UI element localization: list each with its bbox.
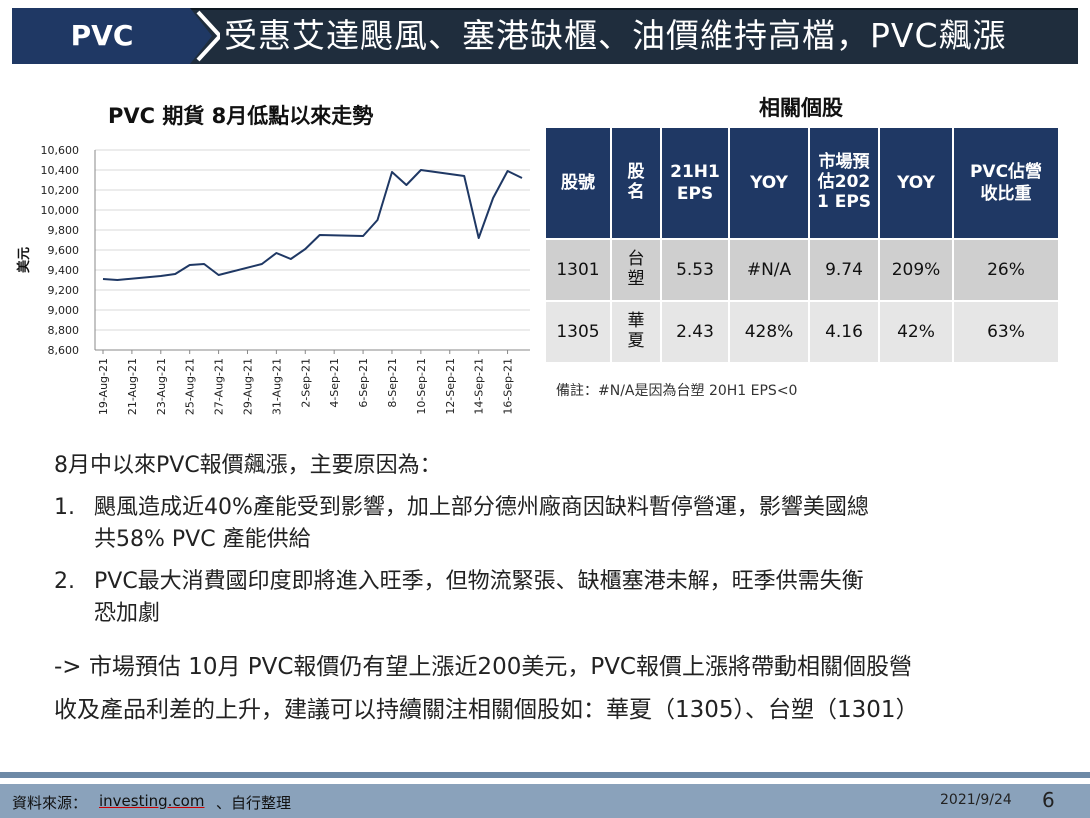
point-2-line-2: 恐加劇 bbox=[94, 601, 161, 626]
cell-yoy-2: 42% bbox=[878, 300, 954, 364]
x-tick-label: 16-Sep-21 bbox=[502, 358, 515, 415]
conclusion-line-1: -> 市場預估 10月 PVC報價仍有望上漲近200美元，PVC報價上漲將帶動相… bbox=[54, 654, 912, 680]
y-tick-label: 10,200 bbox=[41, 184, 80, 197]
cell-stock-code: 1301 bbox=[544, 238, 612, 302]
header-yoy-2: YOY bbox=[878, 126, 954, 240]
topic-tag-arrow-shape bbox=[12, 8, 220, 64]
header-forecast-eps-text: 市場預估2021 EPS bbox=[816, 152, 872, 212]
header-pvc-revenue-share-text: PVC佔營收比重 bbox=[969, 161, 1043, 204]
chart-series bbox=[102, 169, 523, 281]
slide-title: 受惠艾達颶風、塞港缺櫃、油價維持高檔，PVC飆漲 bbox=[224, 16, 1007, 55]
cell-stock-name: 台塑 bbox=[610, 238, 662, 302]
x-tick-label: 25-Aug-21 bbox=[184, 358, 197, 415]
x-tick-label: 2-Sep-21 bbox=[299, 358, 312, 408]
x-tick-label: 14-Sep-21 bbox=[473, 358, 486, 415]
footer-source-link[interactable]: investing.com bbox=[99, 792, 205, 810]
y-axis-label: 美元 bbox=[16, 247, 32, 273]
cell-pvc-revenue-share: 26% bbox=[952, 238, 1060, 302]
x-tick-label: 31-Aug-21 bbox=[270, 358, 283, 415]
topic-tag: PVC bbox=[12, 8, 220, 64]
cell-yoy-2: 209% bbox=[878, 238, 954, 302]
y-tick-label: 9,000 bbox=[48, 304, 80, 317]
y-tick-label: 8,600 bbox=[48, 344, 80, 357]
y-tick-label: 10,600 bbox=[41, 144, 80, 157]
cell-pvc-revenue-share: 63% bbox=[952, 300, 1060, 364]
header-forecast-eps: 市場預估2021 EPS bbox=[808, 126, 880, 240]
x-tick-label: 23-Aug-21 bbox=[155, 358, 168, 415]
cell-stock-name-text: 台塑 bbox=[627, 249, 645, 289]
x-tick-label: 27-Aug-21 bbox=[213, 358, 226, 415]
cell-h1-eps: 2.43 bbox=[660, 300, 730, 364]
chart-title: PVC 期貨 8月低點以來走勢 bbox=[108, 104, 374, 128]
point-1-line-1: 颶風造成近40%產能受到影響，加上部分德州廠商因缺料暫停營運，影響美國總 bbox=[94, 495, 869, 520]
x-tick-label: 6-Sep-21 bbox=[357, 358, 370, 408]
header-stock-name-text: 股名 bbox=[627, 162, 645, 202]
footer-bar bbox=[0, 784, 1090, 818]
footer-divider bbox=[0, 772, 1090, 778]
y-tick-label: 9,600 bbox=[48, 244, 80, 257]
x-tick-label: 10-Sep-21 bbox=[415, 358, 428, 415]
footer-source-rest: 、自行整理 bbox=[216, 794, 292, 812]
page-number: 6 bbox=[1042, 788, 1055, 812]
y-tick-label: 9,800 bbox=[48, 224, 80, 237]
cell-yoy-1: #N/A bbox=[728, 238, 810, 302]
header-stock-code: 股號 bbox=[544, 126, 612, 240]
x-tick-label: 8-Sep-21 bbox=[386, 358, 399, 408]
x-axis-ticks: 19-Aug-21 21-Aug-21 23-Aug-21 25-Aug-21 27-A… bbox=[97, 350, 515, 415]
x-tick-label: 12-Sep-21 bbox=[444, 358, 457, 415]
cell-forecast-eps: 9.74 bbox=[808, 238, 880, 302]
cell-stock-code: 1305 bbox=[544, 300, 612, 364]
header-yoy-1: YOY bbox=[728, 126, 810, 240]
cell-h1-eps: 5.53 bbox=[660, 238, 730, 302]
footer-date: 2021/9/24 bbox=[940, 792, 1012, 808]
conclusion-line-2: 收及產品利差的上升，建議可以持續關注相關個股如：華夏（1305）、台塑（1301… bbox=[54, 697, 919, 723]
y-tick-label: 8,800 bbox=[48, 324, 80, 337]
table-header-row: 股號 股名 21H1 EPS YOY 市場預估2021 EPS YOY PVC佔… bbox=[544, 126, 1060, 240]
table-row: 1301 台塑 5.53 #N/A 9.74 209% 26% bbox=[544, 238, 1060, 302]
table-row: 1305 華夏 2.43 428% 4.16 42% 63% bbox=[544, 300, 1060, 364]
chart-axes bbox=[94, 150, 530, 351]
table-footnote: 備註：#N/A是因為台塑 20H1 EPS<0 bbox=[556, 383, 798, 399]
point-2-line-1: PVC最大消費國印度即將進入旺季，但物流緊張、缺櫃塞港未解，旺季供需失衡 bbox=[94, 569, 864, 594]
point-2-number: 2. bbox=[54, 569, 75, 594]
series-line-pvc-price bbox=[102, 169, 523, 281]
title-banner: PVC 受惠艾達颶風、塞港缺櫃、油價維持高檔，PVC飆漲 bbox=[12, 8, 1078, 64]
header-stock-name: 股名 bbox=[610, 126, 662, 240]
analysis-intro: 8月中以來PVC報價飆漲，主要原因為： bbox=[54, 453, 442, 478]
y-tick-label: 9,200 bbox=[48, 284, 80, 297]
header-h1-eps: 21H1 EPS bbox=[660, 126, 730, 240]
cell-stock-name-text: 華夏 bbox=[627, 311, 645, 351]
y-tick-label: 10,000 bbox=[41, 204, 80, 217]
x-tick-label: 19-Aug-21 bbox=[97, 358, 110, 415]
footer-source-label: 資料來源： bbox=[12, 794, 88, 812]
cell-stock-name: 華夏 bbox=[610, 300, 662, 364]
cell-forecast-eps: 4.16 bbox=[808, 300, 880, 364]
x-tick-label: 29-Aug-21 bbox=[241, 358, 254, 415]
topic-tag-label: PVC bbox=[70, 19, 134, 52]
pvc-futures-line-chart: 10,600 10,400 10,200 10,000 9,800 9,600 9,400 9… bbox=[16, 144, 530, 415]
x-tick-label: 21-Aug-21 bbox=[126, 358, 139, 415]
related-stocks-title: 相關個股 bbox=[759, 96, 843, 120]
x-tick-label: 4-Sep-21 bbox=[328, 358, 341, 408]
header-pvc-revenue-share: PVC佔營收比重 bbox=[952, 126, 1060, 240]
y-tick-label: 10,400 bbox=[41, 164, 80, 177]
related-stocks-table: 股號 股名 21H1 EPS YOY 市場預估2021 EPS YOY PVC佔… bbox=[544, 126, 1060, 364]
y-axis-ticks: 10,600 10,400 10,200 10,000 9,800 9,600 9,400 9… bbox=[41, 144, 80, 357]
y-tick-label: 9,400 bbox=[48, 264, 80, 277]
point-1-number: 1. bbox=[54, 495, 75, 520]
cell-yoy-1: 428% bbox=[728, 300, 810, 364]
point-1-line-2: 共58% PVC 產能供給 bbox=[94, 527, 311, 552]
